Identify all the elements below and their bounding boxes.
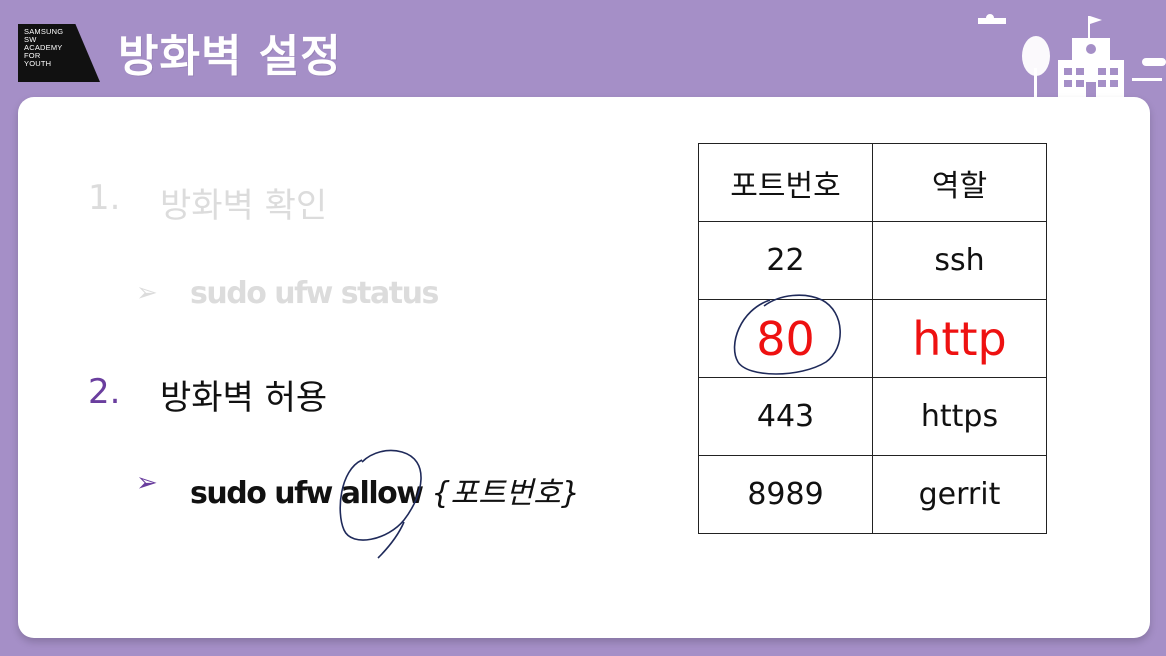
command-parameter: {포트번호} — [431, 476, 580, 511]
column-header-port: 포트번호 — [698, 143, 873, 222]
command-text: sudo ufw allow {포트번호} — [190, 468, 580, 512]
command-keyword: sudo ufw allow — [190, 476, 424, 511]
samsung-sw-academy-logo: SAMSUNG SW ACADEMY FOR YOUTH — [18, 24, 100, 82]
table-row-highlighted: 80 http — [698, 299, 1047, 378]
arrow-bullet-icon: ➢ — [136, 278, 158, 308]
step-number: 1. — [88, 178, 121, 218]
command-text: sudo ufw status — [190, 276, 439, 311]
table-row: 8989 gerrit — [698, 455, 1047, 534]
port-cell: 8989 — [698, 455, 873, 534]
school-building-icon — [978, 14, 1166, 100]
table-row: 443 https — [698, 377, 1047, 456]
role-cell: https — [872, 377, 1047, 456]
table-header-row: 포트번호 역할 — [698, 143, 1047, 222]
role-cell: http — [872, 299, 1047, 378]
role-cell: ssh — [872, 221, 1047, 300]
table-row: 22 ssh — [698, 221, 1047, 300]
port-table: 포트번호 역할 22 ssh 80 http 443 https 8989 ge… — [698, 143, 1047, 534]
step-title: 방화벽 허용 — [160, 378, 328, 418]
port-cell: 443 — [698, 377, 873, 456]
port-cell: 80 — [698, 299, 873, 378]
slide-title: 방화벽 설정 — [118, 31, 342, 82]
step-number: 2. — [88, 372, 121, 412]
role-cell: gerrit — [872, 455, 1047, 534]
column-header-role: 역할 — [872, 143, 1047, 222]
arrow-bullet-icon: ➢ — [136, 468, 158, 498]
step-title: 방화벽 확인 — [160, 186, 328, 226]
port-cell: 22 — [698, 221, 873, 300]
